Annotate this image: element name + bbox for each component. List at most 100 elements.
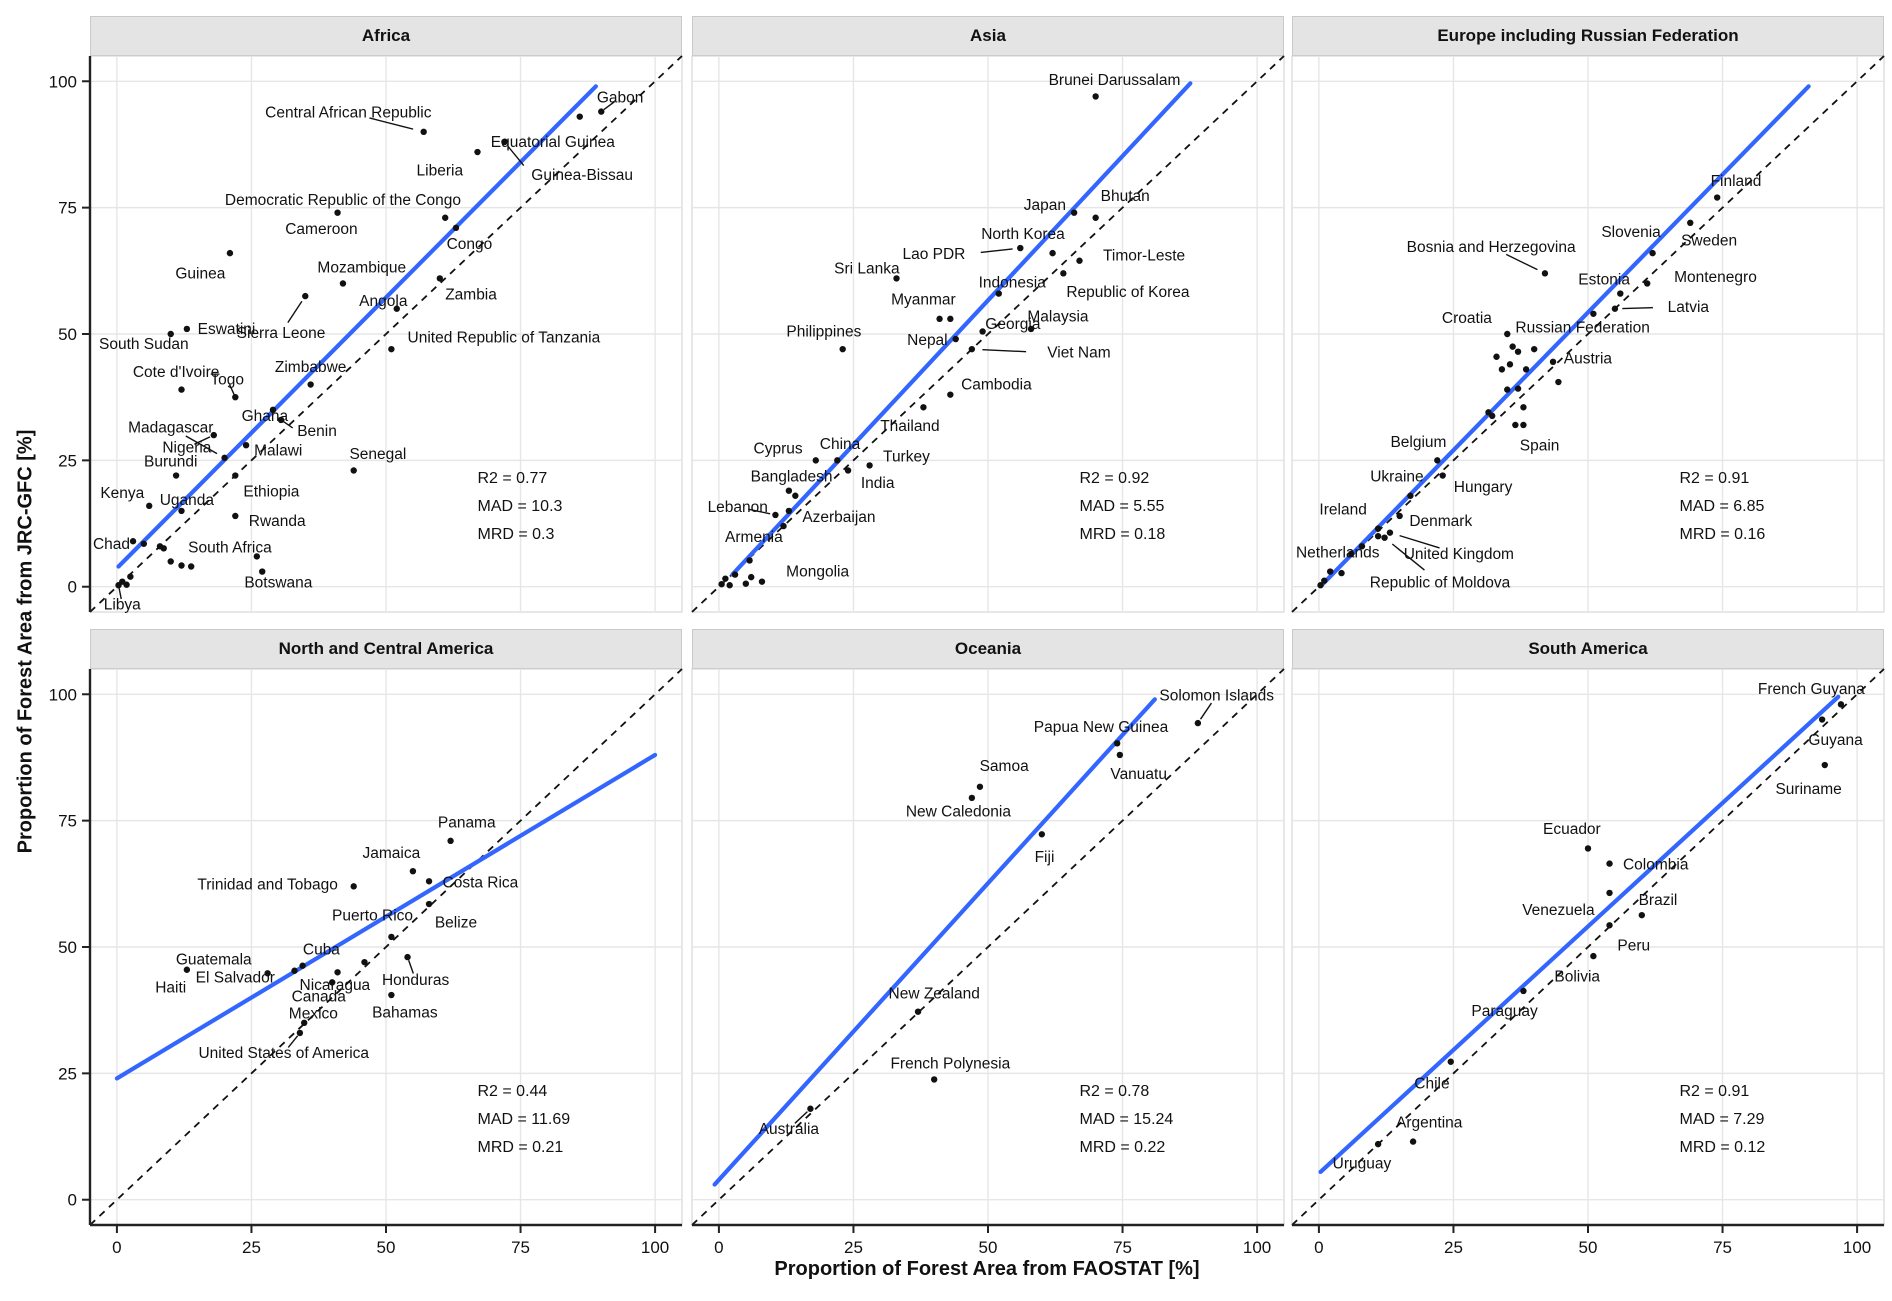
point-label: Netherlands bbox=[1296, 544, 1380, 561]
label-connector bbox=[282, 420, 294, 429]
point-label: Puerto Rico bbox=[332, 908, 413, 925]
point-label: Nepal bbox=[907, 332, 948, 349]
stats-text: R2 = 0.92 bbox=[1079, 470, 1149, 487]
x-tick-label: 0 bbox=[112, 1238, 121, 1257]
data-point bbox=[748, 573, 755, 581]
panel-title: Europe including Russian Federation bbox=[1292, 16, 1884, 56]
point-label: Cyprus bbox=[754, 441, 803, 458]
data-point bbox=[1506, 361, 1514, 368]
data-point-ghana bbox=[269, 406, 277, 414]
data-point-ireland bbox=[1374, 525, 1382, 532]
point-label: Bahamas bbox=[372, 1005, 438, 1022]
point-label: Fiji bbox=[1035, 849, 1055, 866]
data-point-samoa bbox=[976, 783, 984, 790]
point-label: South Sudan bbox=[99, 336, 189, 353]
data-point-venezuela bbox=[1606, 889, 1613, 897]
data-point-trinidad-and-tobago bbox=[350, 883, 357, 890]
label-connector bbox=[1622, 306, 1653, 310]
data-point bbox=[1512, 421, 1519, 429]
point-label: Russian Federation bbox=[1515, 319, 1649, 336]
panel-europe-including-russian-federation: Netherlands Ireland United Kingdom Republic… bbox=[1291, 55, 1885, 613]
data-point-senegal bbox=[350, 467, 357, 474]
label-connector bbox=[287, 300, 303, 324]
point-label: Guinea-Bissau bbox=[531, 167, 633, 184]
stats-text: MAD = 15.24 bbox=[1079, 1111, 1173, 1128]
data-point bbox=[178, 562, 185, 569]
x-tick-label: 50 bbox=[979, 1238, 998, 1257]
data-point-bolivia bbox=[1590, 952, 1597, 960]
point-label: Kenya bbox=[100, 485, 144, 502]
x-tick-label: 25 bbox=[1444, 1238, 1463, 1257]
data-point-mongolia bbox=[758, 578, 766, 585]
data-point-costa-rica bbox=[425, 878, 433, 885]
data-point-guyana bbox=[1818, 716, 1826, 723]
point-label: South Africa bbox=[188, 539, 272, 556]
x-tick-label: 50 bbox=[1579, 1238, 1598, 1257]
identity-line bbox=[1291, 55, 1885, 613]
label-connector bbox=[1399, 534, 1440, 549]
stats-text: MAD = 5.55 bbox=[1079, 498, 1164, 515]
data-point-french-guyana bbox=[1837, 701, 1845, 708]
data-point-chad bbox=[129, 538, 137, 545]
data-point-suriname bbox=[1821, 761, 1828, 769]
y-tick-label: 75 bbox=[58, 812, 77, 831]
identity-line bbox=[1291, 668, 1885, 1226]
panel-plot: Uruguay Argentina Chile Paraguay Bolivia Peru… bbox=[1291, 668, 1885, 1257]
point-label: Latvia bbox=[1668, 299, 1710, 316]
panel-title: Africa bbox=[90, 16, 682, 56]
point-label: Canada bbox=[292, 989, 347, 1006]
data-point-gabon bbox=[598, 108, 605, 115]
y-tick-label: 0 bbox=[68, 1191, 77, 1210]
data-point-canada bbox=[328, 979, 336, 986]
stats-text: R2 = 0.77 bbox=[477, 470, 547, 487]
point-label: Zimbabwe bbox=[275, 359, 347, 376]
data-point-armenia bbox=[780, 522, 787, 530]
data-point bbox=[718, 581, 725, 588]
label-connector bbox=[228, 384, 235, 395]
data-point-denmark bbox=[1396, 512, 1403, 520]
data-point-finland bbox=[1713, 194, 1721, 201]
data-point-argentina bbox=[1409, 1138, 1417, 1145]
identity-line bbox=[89, 55, 683, 613]
data-point bbox=[123, 581, 130, 588]
data-point-nicaragua bbox=[334, 969, 341, 976]
point-label: Venezuela bbox=[1522, 902, 1595, 919]
point-label: Eswatini bbox=[198, 321, 256, 338]
data-point-bahamas bbox=[388, 991, 395, 999]
data-point-angola bbox=[393, 305, 400, 312]
label-connector bbox=[748, 508, 771, 515]
data-point-ecuador bbox=[1584, 845, 1592, 852]
point-label: Peru bbox=[1617, 937, 1650, 954]
data-point-benin bbox=[277, 416, 285, 424]
data-point bbox=[1530, 345, 1538, 353]
data-point-madagascar bbox=[221, 454, 228, 462]
data-point-sri-lanka bbox=[893, 275, 900, 282]
point-label: United States of America bbox=[198, 1045, 369, 1062]
point-label: Belgium bbox=[1390, 434, 1446, 451]
point-label: Finland bbox=[1711, 173, 1762, 190]
y-tick-label: 0 bbox=[68, 578, 77, 597]
data-point-myanmar bbox=[947, 315, 954, 323]
point-label: North Korea bbox=[981, 226, 1065, 243]
point-label: Mexico bbox=[289, 1006, 338, 1023]
data-point bbox=[1489, 412, 1496, 420]
data-point bbox=[726, 582, 733, 589]
point-label: Azerbaijan bbox=[802, 509, 875, 526]
point-label: Lao PDR bbox=[902, 246, 965, 263]
data-point-republic-of-korea bbox=[1060, 270, 1067, 277]
data-point-china bbox=[834, 457, 841, 464]
panel-plot: Mongolia Armenia Lebanon Azerbaijan Banglade… bbox=[691, 55, 1285, 613]
panel-africa: Libya Chad Kenya South Sudan Eswatini Cote d'… bbox=[49, 55, 683, 613]
label-connector bbox=[982, 348, 1027, 353]
point-label: Denmark bbox=[1409, 513, 1472, 530]
data-point-papua-new-guinea bbox=[1113, 740, 1121, 747]
point-label: Samoa bbox=[980, 758, 1029, 775]
data-point-viet-nam bbox=[968, 345, 976, 353]
data-point-malaysia bbox=[1027, 325, 1035, 333]
data-point-timor-leste bbox=[1076, 257, 1083, 264]
point-label: Georgia bbox=[985, 316, 1041, 333]
point-label: Uganda bbox=[160, 492, 215, 509]
data-point-guinea-bissau bbox=[501, 138, 508, 146]
label-connector bbox=[1199, 702, 1213, 720]
data-point-libya bbox=[115, 582, 122, 589]
